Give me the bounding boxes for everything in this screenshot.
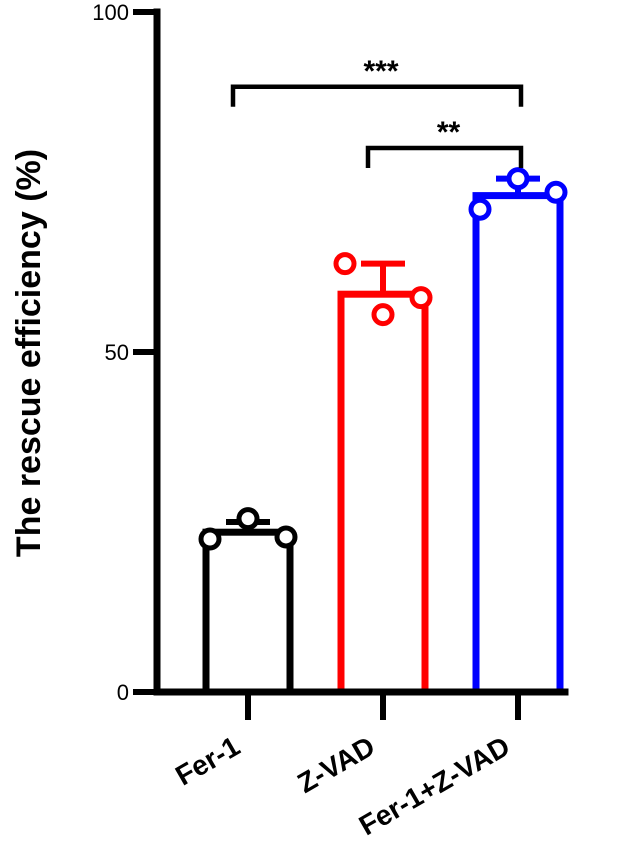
significance-bracket bbox=[365, 145, 524, 168]
y-axis-title: The rescue efficiency (%) bbox=[10, 149, 48, 557]
x-tick-label: Fer-1 bbox=[170, 730, 245, 791]
data-point bbox=[544, 180, 568, 204]
x-tick-label: Z-VAD bbox=[292, 730, 380, 799]
significance-label: ** bbox=[437, 116, 461, 149]
data-point bbox=[468, 197, 492, 221]
data-point bbox=[506, 167, 530, 191]
data-point bbox=[198, 527, 222, 551]
bar bbox=[202, 528, 294, 696]
x-tick-label: Fer-1+Z-VAD bbox=[354, 730, 515, 841]
data-point bbox=[409, 286, 433, 310]
significance-bracket bbox=[230, 84, 524, 107]
data-point bbox=[274, 525, 298, 549]
bar bbox=[337, 290, 429, 696]
data-point bbox=[371, 303, 395, 327]
bar bbox=[472, 192, 564, 696]
y-tick-label: 0 bbox=[117, 680, 129, 705]
y-tick-label: 100 bbox=[92, 0, 129, 25]
significance-label: *** bbox=[363, 55, 398, 88]
data-point bbox=[333, 252, 357, 276]
y-tick-label: 50 bbox=[105, 340, 129, 365]
plot-area: ***** bbox=[198, 55, 568, 696]
data-point bbox=[236, 507, 260, 531]
